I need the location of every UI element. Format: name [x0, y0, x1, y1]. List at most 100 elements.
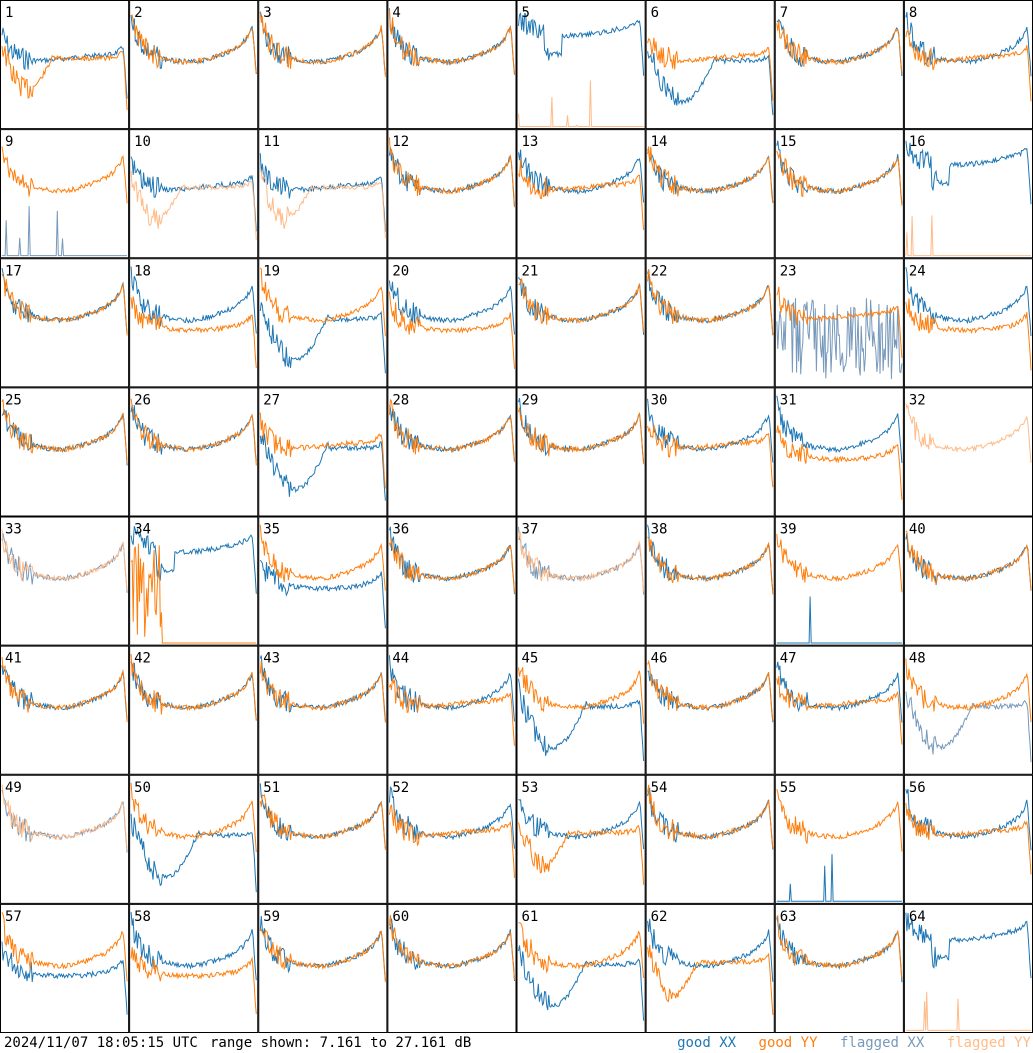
trace-yy [776, 789, 903, 852]
panel-frame [516, 645, 646, 775]
panel-label: 23 [780, 263, 797, 279]
panel-32: 32 [903, 387, 1033, 517]
panel-4: 4 [387, 0, 517, 130]
trace-xx [1, 533, 128, 593]
trace-yy [518, 530, 645, 592]
trace-xx [388, 280, 515, 335]
panel-label: 18 [134, 263, 151, 279]
trace-xx [388, 786, 515, 849]
panel-frame [774, 903, 904, 1033]
trace-xx [1, 789, 128, 853]
panel-frame [516, 387, 646, 517]
panel-frame [387, 903, 517, 1033]
panel-60: 60 [387, 903, 517, 1033]
panel-13: 13 [516, 129, 646, 259]
panel-frame [387, 258, 517, 388]
panel-45: 45 [516, 645, 646, 775]
trace-yy [905, 298, 1032, 371]
trace-yy [1, 45, 128, 111]
trace-yy [388, 915, 515, 981]
legend-flagged-yy: flagged YY [946, 1035, 1031, 1051]
panel-label: 46 [651, 651, 668, 667]
trace-yy [905, 991, 1031, 1031]
trace-yy [130, 653, 257, 720]
trace-xx [259, 915, 386, 981]
panel-label: 47 [780, 651, 797, 667]
panel-frame [516, 516, 646, 646]
panel-44: 44 [387, 645, 517, 775]
panel-frame [516, 129, 646, 259]
panel-21: 21 [516, 258, 646, 388]
trace-yy [130, 543, 257, 644]
panel-label: 12 [392, 134, 409, 150]
trace-xx [259, 302, 386, 374]
panel-frame [645, 516, 775, 646]
trace-xx [130, 404, 257, 461]
panel-frame [129, 774, 259, 904]
panel-label: 61 [522, 909, 539, 925]
panel-frame [0, 129, 130, 259]
panel-label: 21 [522, 263, 539, 279]
panel-15: 15 [774, 129, 904, 259]
panel-30: 30 [645, 387, 775, 517]
trace-yy [130, 947, 257, 1015]
panel-57: 57 [0, 903, 130, 1033]
trace-yy [776, 914, 903, 979]
panel-16: 16 [903, 129, 1033, 259]
trace-xx [905, 11, 1032, 77]
panel-label: 42 [134, 651, 151, 667]
panel-label: 35 [263, 522, 280, 538]
panel-label: 62 [651, 909, 668, 925]
panel-frame [258, 0, 388, 130]
trace-xx [518, 798, 645, 850]
trace-yy [905, 28, 1032, 102]
trace-yy [388, 9, 515, 75]
panel-label: 22 [651, 263, 668, 279]
trace-xx [2, 205, 128, 257]
trace-yy [1, 273, 128, 336]
panel-label: 48 [909, 651, 926, 667]
trace-yy [388, 538, 515, 594]
panel-frame [645, 129, 775, 259]
trace-yy [1, 146, 128, 204]
trace-yy [905, 802, 1032, 875]
trace-yy [130, 398, 257, 466]
trace-yy [647, 536, 774, 595]
panel-label: 9 [5, 134, 13, 150]
trace-yy [259, 167, 386, 239]
panel-49: 49 [0, 774, 130, 904]
trace-xx [905, 532, 1032, 591]
panel-label: 5 [522, 5, 530, 21]
trace-xx [776, 395, 903, 463]
panel-51: 51 [258, 774, 388, 904]
trace-yy [905, 530, 1032, 591]
panel-label: 1 [5, 5, 13, 21]
panel-label: 15 [780, 134, 797, 150]
panel-6: 6 [645, 0, 775, 130]
panel-label: 43 [263, 651, 280, 667]
panel-label: 55 [780, 780, 797, 796]
trace-xx [647, 269, 774, 336]
panel-frame [774, 387, 904, 517]
panel-27: 27 [258, 387, 388, 517]
panel-frame [645, 387, 775, 517]
panel-frame [0, 645, 130, 775]
trace-yy [259, 12, 386, 77]
trace-xx [905, 912, 1032, 979]
trace-xx [388, 8, 515, 75]
trace-xx [776, 854, 902, 902]
panel-43: 43 [258, 645, 388, 775]
range-text: range shown: 7.161 to 27.161 dB [210, 1035, 472, 1051]
panel-label: 45 [522, 651, 539, 667]
panel-frame [387, 0, 517, 130]
panel-28: 28 [387, 387, 517, 517]
panel-frame [258, 129, 388, 259]
trace-xx [130, 813, 257, 893]
panel-label: 11 [263, 134, 280, 150]
panel-frame [645, 645, 775, 775]
panel-frame [774, 774, 904, 904]
panel-label: 58 [134, 909, 151, 925]
trace-xx [259, 559, 386, 629]
panel-33: 33 [0, 516, 130, 646]
